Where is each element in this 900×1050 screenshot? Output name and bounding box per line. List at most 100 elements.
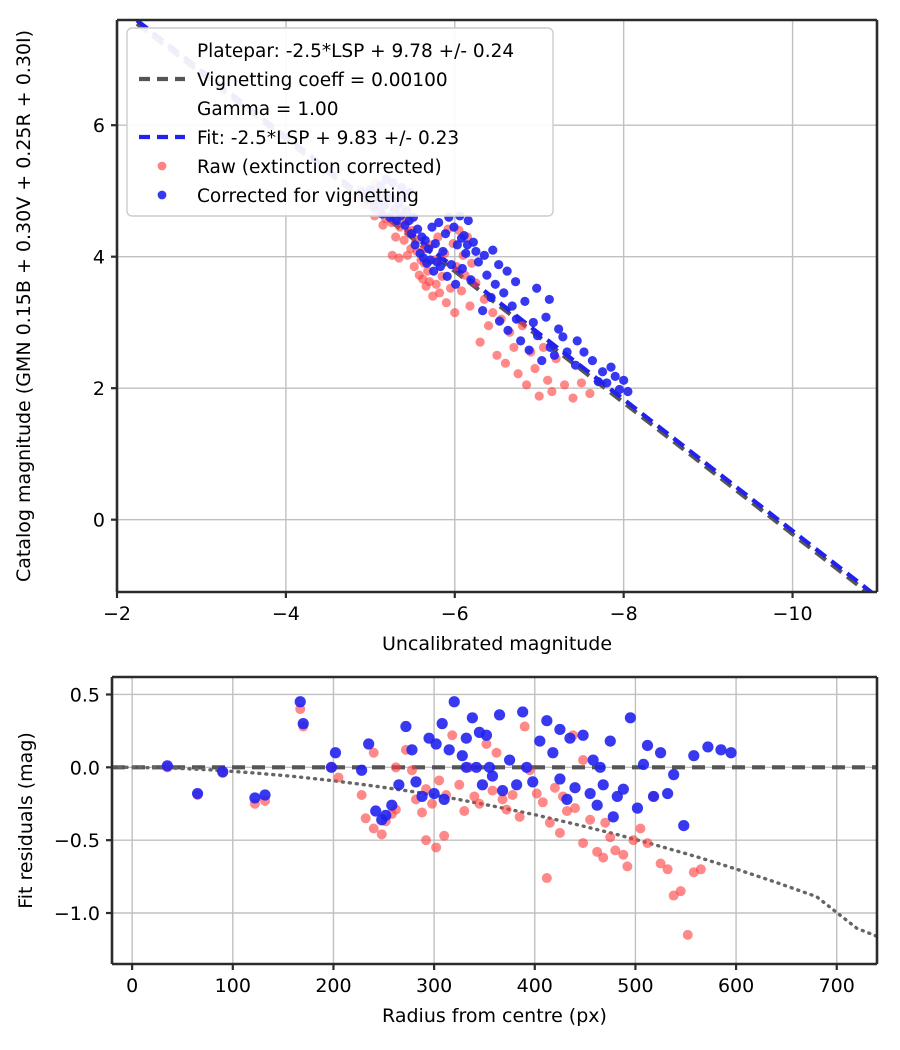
data-point — [623, 386, 633, 397]
data-point — [434, 217, 444, 228]
data-point — [502, 266, 512, 276]
data-point — [521, 380, 532, 390]
data-point — [527, 776, 539, 788]
data-point — [363, 738, 375, 750]
legend-entry-label: Platepar: -2.5*LSP + 9.78 +/- 0.24 — [197, 41, 514, 62]
data-point — [466, 712, 478, 724]
data-point — [440, 229, 451, 239]
data-point — [558, 332, 568, 342]
data-point — [668, 769, 680, 781]
data-point — [446, 259, 456, 270]
data-point — [641, 739, 654, 752]
data-point — [368, 747, 379, 758]
data-point — [607, 811, 619, 823]
data-point — [543, 375, 553, 385]
data-point — [587, 355, 598, 366]
data-point — [481, 739, 492, 750]
x-tick-label: 600 — [718, 975, 754, 997]
data-point — [471, 246, 481, 257]
data-point — [647, 790, 660, 803]
data-point — [541, 715, 553, 727]
y-axis-label: Catalog magnitude (GMN 0.15B + 0.30V + 0… — [13, 30, 35, 582]
data-point — [624, 712, 636, 724]
data-point — [356, 764, 368, 776]
data-point — [562, 347, 572, 357]
data-point — [360, 813, 371, 824]
x-tick-label: −4 — [272, 603, 300, 625]
data-point — [410, 240, 420, 250]
data-point — [430, 238, 440, 249]
legend-entry[interactable]: Fit: -2.5*LSP + 9.83 +/- 0.23 — [139, 128, 459, 149]
data-point — [329, 747, 342, 759]
series-2 — [161, 696, 737, 832]
legend-entry[interactable]: Vignetting coeff = 0.00100 — [139, 70, 448, 91]
data-point — [460, 732, 472, 744]
data-point — [488, 245, 498, 255]
legend-entry[interactable]: Platepar: -2.5*LSP + 9.78 +/- 0.24 — [197, 41, 514, 62]
legend-handle-red-dot — [157, 161, 167, 171]
data-point — [482, 270, 492, 280]
data-point — [488, 307, 498, 318]
x-axis-label: Radius from centre (px) — [382, 1005, 607, 1027]
data-point — [538, 342, 549, 353]
data-point — [436, 718, 448, 730]
data-point — [614, 384, 625, 395]
legend-entry[interactable]: Corrected for vignetting — [157, 186, 419, 207]
data-point — [570, 360, 581, 370]
data-point — [678, 820, 690, 832]
data-point — [587, 754, 599, 766]
data-point — [577, 729, 589, 741]
data-point — [368, 823, 379, 834]
data-point — [576, 378, 587, 388]
data-point — [682, 929, 693, 940]
data-point — [597, 779, 609, 791]
data-point — [584, 787, 596, 800]
data-point — [554, 723, 566, 736]
y-tick-label: 0.5 — [70, 684, 100, 706]
data-point — [402, 250, 413, 260]
data-point — [675, 886, 686, 897]
data-point — [443, 744, 455, 756]
data-point — [217, 766, 229, 778]
data-point — [534, 391, 544, 401]
data-point — [478, 306, 488, 316]
data-point — [454, 779, 465, 790]
data-point — [406, 765, 417, 776]
data-point — [442, 271, 452, 282]
data-point — [524, 345, 534, 355]
data-point — [493, 709, 506, 721]
data-point — [517, 321, 527, 331]
data-point — [438, 246, 448, 257]
data-point — [391, 232, 401, 242]
legend-entry-label: Gamma = 1.00 — [197, 99, 339, 120]
data-point — [554, 324, 564, 334]
data-point — [417, 807, 428, 818]
data-point — [545, 342, 555, 353]
data-point — [528, 317, 538, 328]
data-point — [399, 235, 409, 245]
data-point — [438, 793, 450, 805]
data-point — [568, 393, 578, 403]
data-point — [428, 787, 440, 800]
data-point — [637, 758, 650, 771]
data-point — [619, 375, 629, 385]
data-point — [598, 852, 609, 863]
legend-entry[interactable]: Raw (extinction corrected) — [157, 157, 442, 178]
data-point — [570, 803, 581, 814]
data-point — [494, 316, 505, 326]
data-point — [509, 342, 519, 353]
data-point — [507, 790, 518, 801]
data-point — [434, 288, 445, 298]
legend-entry[interactable]: Gamma = 1.00 — [197, 99, 339, 120]
data-point — [606, 362, 616, 372]
x-tick-label: 200 — [315, 975, 351, 997]
data-point — [474, 798, 485, 809]
data-point — [585, 814, 596, 825]
data-point — [585, 388, 595, 399]
data-point — [394, 253, 404, 263]
data-point — [486, 770, 499, 782]
y-tick-label: 2 — [93, 378, 105, 400]
data-point — [479, 250, 489, 260]
data-point — [503, 325, 513, 335]
data-point — [537, 797, 548, 808]
